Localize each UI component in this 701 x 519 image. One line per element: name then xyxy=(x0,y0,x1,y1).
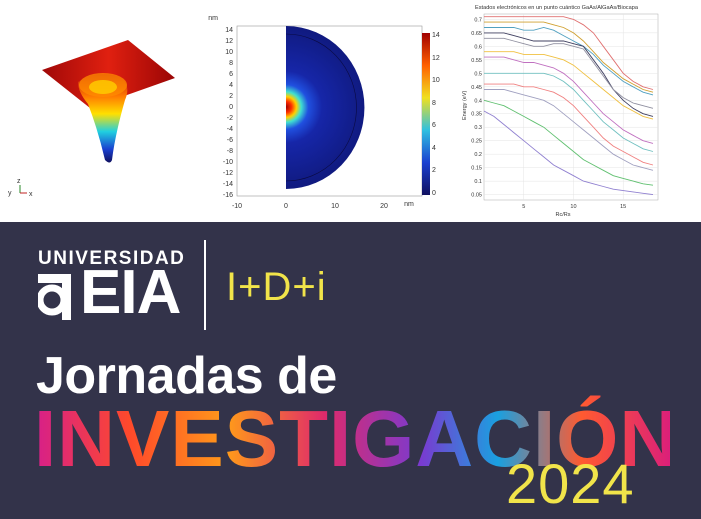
cbar-tick: 6 xyxy=(432,122,436,129)
y-tick: -10 xyxy=(223,159,233,166)
series-line-8 xyxy=(484,72,654,152)
series-line-9 xyxy=(484,83,654,166)
y-tick: 0 xyxy=(229,104,233,111)
y-tick: -6 xyxy=(227,137,233,144)
cbar-tick: 0 xyxy=(432,190,436,197)
y-tick: -4 xyxy=(227,126,233,133)
y-tick: 0.5 xyxy=(474,71,482,77)
y-tick: 0.05 xyxy=(471,193,482,199)
university-label: UNIVERSIDAD xyxy=(38,248,186,269)
series-line-3 xyxy=(484,27,654,96)
series-line-6 xyxy=(484,51,654,120)
cbar-tick: 12 xyxy=(432,55,440,62)
cbar-tick: 4 xyxy=(432,145,436,152)
y-tick: 0.15 xyxy=(471,166,482,172)
axis-label-x: x xyxy=(29,191,33,198)
heatmap-xticks: -10 0 10 20 nm xyxy=(232,201,414,210)
x-tick: 10 xyxy=(331,203,339,210)
y-tick: 0.35 xyxy=(471,112,482,118)
y-tick: 12 xyxy=(225,38,233,45)
chart-title: Estados electrónicos en un punto cuántic… xyxy=(475,5,639,11)
series-line-1 xyxy=(484,16,654,90)
y-axis-label: Energy (eV) xyxy=(462,90,468,120)
plot-frame xyxy=(483,13,659,201)
y-tick: -14 xyxy=(223,181,233,188)
cbar-tick: 8 xyxy=(432,100,436,107)
logo-divider xyxy=(204,240,206,330)
series-line-10 xyxy=(484,89,654,171)
axis-label-z: z xyxy=(17,178,21,185)
heatmap-boundary xyxy=(285,33,357,182)
energy-line-chart: Estados electrónicos en un punto cuántic… xyxy=(462,5,659,218)
y-tick: 0.3 xyxy=(474,125,482,131)
y-tick: 0.6 xyxy=(474,44,482,50)
y-unit: nm xyxy=(208,15,218,22)
y-tick: 0.65 xyxy=(471,31,482,37)
surface-well-inner xyxy=(89,80,117,94)
plot-grid xyxy=(484,14,658,200)
series-line-7 xyxy=(484,56,654,144)
axis-label-y: y xyxy=(8,190,12,197)
series-line-11 xyxy=(483,99,654,186)
surface-plot-3d: y z x xyxy=(8,40,175,198)
event-year: 2024 xyxy=(506,452,635,515)
y-tick: 0.7 xyxy=(474,17,482,23)
event-title-line1: Jornadas de xyxy=(36,347,337,405)
y-tick: 2 xyxy=(229,93,233,100)
y-tick: -8 xyxy=(227,148,233,155)
x-ticks: 5 10 15 xyxy=(522,204,626,210)
y-tick: 0.25 xyxy=(471,139,482,145)
colorbar-ticks: 14 12 10 8 6 4 2 0 xyxy=(432,32,440,197)
x-tick: 0 xyxy=(284,203,288,210)
y-tick: 0.45 xyxy=(471,85,482,91)
y-tick: 14 xyxy=(225,27,233,34)
banner: UNIVERSIDAD EIA I+D+i Jornadas de xyxy=(0,222,701,519)
series-line-2 xyxy=(484,21,654,93)
x-tick: 20 xyxy=(380,203,388,210)
surface-well xyxy=(78,74,128,163)
event-title-line2: INVESTIGACIÓN xyxy=(34,394,670,482)
y-tick: -12 xyxy=(223,170,233,177)
y-tick: 0.4 xyxy=(474,98,482,104)
y-tick: 0.55 xyxy=(471,58,482,64)
series-line-12 xyxy=(483,110,654,196)
cbar-tick: 14 xyxy=(432,32,440,39)
x-tick: 5 xyxy=(522,204,525,210)
figures-band: y z x xyxy=(0,0,701,222)
plot-series xyxy=(483,16,654,196)
x-tick: 10 xyxy=(570,204,576,210)
heatmap-plot: nm 14 12 10 8 6 4 2 0 -2 -4 -6 -8 -10 -1… xyxy=(208,15,440,210)
y-tick: 6 xyxy=(229,71,233,78)
y-tick: 0.2 xyxy=(474,152,482,158)
series-line-5 xyxy=(484,37,654,109)
y-tick: 10 xyxy=(225,49,233,56)
cbar-tick: 2 xyxy=(432,167,436,174)
x-unit: nm xyxy=(404,201,414,208)
cbar-tick: 10 xyxy=(432,77,440,84)
colorbar xyxy=(422,33,430,195)
y-tick: -2 xyxy=(227,115,233,122)
x-tick: -10 xyxy=(232,203,242,210)
idi-label: I+D+i xyxy=(226,265,327,309)
x-tick: 15 xyxy=(620,204,626,210)
eia-logo-mark xyxy=(38,274,71,320)
eia-wordmark: EIA xyxy=(80,258,181,327)
investigacion-title: INVESTIGACIÓN xyxy=(34,394,670,482)
series-line-4 xyxy=(484,32,654,117)
y-ticks: 0.7 0.65 0.6 0.55 0.5 0.45 0.4 0.35 0.3 0.25 0.2 0.… xyxy=(471,17,482,198)
heatmap-yticks: nm 14 12 10 8 6 4 2 0 -2 -4 -6 -8 -10 -1… xyxy=(208,15,233,199)
axes-triad: y z x xyxy=(8,178,33,198)
y-tick: 0.1 xyxy=(474,179,482,185)
y-tick: 4 xyxy=(229,82,233,89)
y-tick: -16 xyxy=(223,192,233,199)
x-axis-label: Rc/Rs xyxy=(556,212,571,218)
y-tick: 8 xyxy=(229,60,233,67)
